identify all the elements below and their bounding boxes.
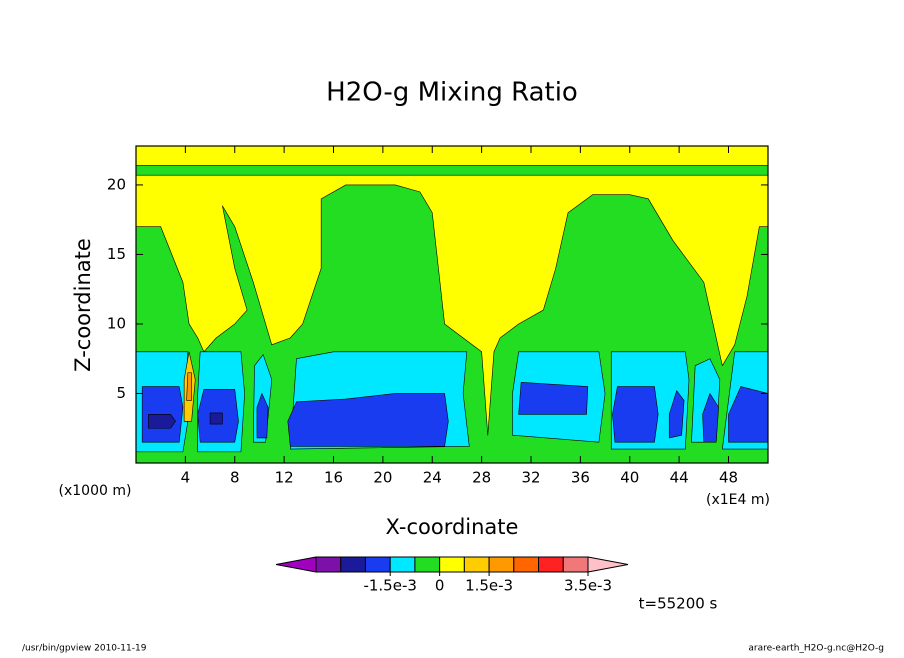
- contour-fill: [209, 412, 223, 425]
- chart-title: H2O-g Mixing Ratio: [326, 78, 578, 108]
- x-tick-label: 48: [719, 469, 738, 487]
- colorbar-tick-label: 0: [435, 577, 445, 595]
- colorbar-swatch: [587, 556, 629, 573]
- colorbar-swatch: [488, 556, 515, 573]
- colorbar-swatch: [562, 556, 589, 573]
- contour-fill: [668, 390, 685, 439]
- contour-fill: [518, 382, 589, 415]
- x-tick-label: 16: [324, 469, 343, 487]
- contour-fill: [287, 393, 449, 447]
- contour-fill: [186, 372, 192, 401]
- plot-frame: [135, 145, 769, 464]
- y-tick-label: 5: [116, 384, 126, 402]
- x-tick-label: 4: [181, 469, 191, 487]
- footer-left: /usr/bin/gpview 2010-11-19: [22, 644, 147, 654]
- colorbar-swatch: [364, 556, 391, 573]
- x-tick-label: 20: [373, 469, 392, 487]
- x-tick-label: 28: [472, 469, 491, 487]
- contour-fill: [148, 414, 176, 429]
- plot-area: [136, 146, 768, 463]
- x-axis-label: X-coordinate: [386, 515, 519, 539]
- y-axis-label: Z-coordinate: [71, 238, 95, 372]
- colorbar-swatch: [340, 556, 366, 573]
- y-tick-label: 20: [107, 175, 126, 193]
- contour-fill: [256, 393, 269, 439]
- x-tick-label: 24: [423, 469, 442, 487]
- x-tick-label: 40: [620, 469, 639, 487]
- colorbar-tick-label: 1.5e-3: [465, 577, 513, 595]
- colorbar-swatch: [463, 556, 490, 573]
- colorbar-swatch: [538, 556, 564, 573]
- y-unit: (x1000 m): [59, 483, 132, 499]
- time-label: t=55200 s: [639, 595, 718, 613]
- x-tick-label: 8: [230, 469, 240, 487]
- x-tick-label: 36: [571, 469, 590, 487]
- colorbar-swatch: [275, 556, 317, 573]
- colorbar-swatch: [315, 556, 342, 573]
- y-tick-label: 10: [107, 314, 126, 332]
- footer-right: arare-earth_H2O-g.nc@H2O-g: [748, 644, 884, 654]
- x-tick-label: 44: [670, 469, 689, 487]
- contour-fill: [702, 393, 719, 443]
- colorbar-swatch: [389, 556, 416, 573]
- colorbar-swatch: [439, 556, 465, 573]
- x-tick-label: 12: [275, 469, 294, 487]
- y-tick-label: 15: [107, 245, 126, 263]
- contour-fill: [612, 386, 659, 443]
- colorbar-swatch: [513, 556, 540, 573]
- contour-fill: [728, 386, 768, 443]
- x-unit: (x1E4 m): [706, 492, 770, 508]
- x-tick-label: 32: [521, 469, 540, 487]
- contour-fill: [136, 165, 768, 176]
- colorbar-swatch: [414, 556, 441, 573]
- colorbar-tick-label: -1.5e-3: [363, 577, 416, 595]
- colorbar-tick-label: 3.5e-3: [564, 577, 612, 595]
